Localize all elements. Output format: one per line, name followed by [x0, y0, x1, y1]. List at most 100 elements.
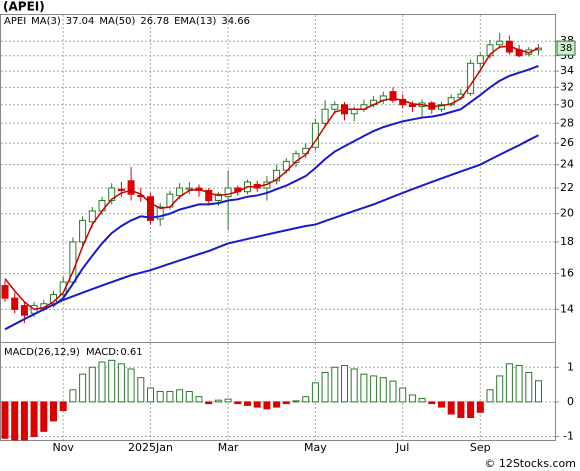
candle-body — [476, 55, 484, 64]
y-tick-label: 14 — [560, 302, 574, 315]
macd-bar — [282, 401, 290, 405]
macd-bar — [185, 391, 193, 403]
legend-name: EMA(13) — [174, 16, 216, 27]
legend-value: 37.04 — [66, 16, 95, 27]
macd-bar — [447, 401, 455, 415]
x-tick-label: Mar — [218, 441, 239, 454]
candle-body — [496, 40, 504, 46]
legend-value: 0.61 — [120, 347, 142, 358]
macd-bar — [408, 394, 416, 403]
candle-body — [88, 210, 96, 223]
macd-bar — [244, 401, 251, 406]
candle-body — [59, 281, 67, 295]
price-tag-box — [556, 40, 576, 56]
legend-value: 34.66 — [221, 16, 250, 27]
credit: © 12Stocks.com — [484, 457, 576, 470]
macd-bar — [370, 375, 378, 403]
macd-bar — [234, 401, 242, 405]
macd-title: MACD(26,12,9) — [4, 347, 80, 358]
macd-bar — [428, 401, 436, 405]
x-tick-label: Jul — [395, 441, 409, 454]
macd-bar — [166, 391, 174, 403]
candle-body — [176, 187, 184, 196]
macd-bar — [263, 401, 271, 410]
macd-bar — [214, 399, 222, 403]
macd-bar — [79, 373, 87, 403]
macd-bar — [50, 401, 57, 422]
y-tick-label: 28 — [560, 116, 574, 129]
macd-bar — [69, 389, 77, 403]
candle-body — [282, 160, 290, 171]
candle-body — [486, 44, 494, 57]
macd-bar — [195, 396, 203, 403]
macd-bar — [535, 380, 542, 403]
macd-bar — [321, 371, 329, 403]
macd-bar — [515, 365, 523, 403]
macd-bar — [302, 396, 310, 403]
macd-bar — [457, 401, 465, 418]
macd-bar — [20, 401, 28, 441]
legend-name: MA(50) — [99, 16, 135, 27]
macd-bar — [1, 401, 9, 439]
candle-body — [408, 104, 416, 108]
macd-bar — [292, 400, 300, 403]
macd-bar — [40, 401, 48, 432]
macd-bar — [467, 401, 475, 418]
candle-body — [127, 180, 135, 195]
macd-bar — [98, 361, 106, 403]
y-tick-label: -1 — [563, 430, 574, 443]
macd-bar — [11, 401, 19, 441]
legend-value: 26.78 — [140, 16, 169, 27]
macd-bar — [505, 363, 513, 403]
x-tick-label: 2025Jan — [128, 441, 173, 454]
candle-body — [156, 206, 164, 220]
macd-bar — [399, 387, 407, 403]
candle-body — [438, 104, 445, 110]
indicator-line — [4, 134, 539, 331]
macd-bar — [137, 377, 145, 403]
macd-bar — [147, 387, 154, 403]
candle-body — [331, 104, 339, 110]
macd-bar — [341, 365, 348, 403]
candle-body — [205, 189, 213, 202]
macd-bar — [59, 401, 67, 412]
chart-title: (APEI) — [3, 0, 45, 14]
y-tick-label: 30 — [560, 98, 574, 111]
price-tag: 38 — [560, 43, 573, 54]
macd-bar — [30, 401, 38, 438]
macd-bar — [205, 401, 213, 405]
y-tick-label: 18 — [560, 235, 574, 248]
macd-bar — [224, 398, 232, 403]
macd-bar — [331, 366, 339, 403]
candle-body — [214, 193, 222, 202]
y-tick-label: 26 — [560, 136, 574, 149]
candle-body — [117, 188, 125, 191]
macd-bar — [438, 401, 445, 408]
y-tick-label: 22 — [560, 181, 574, 194]
candle-body — [389, 91, 397, 101]
candle-body — [11, 297, 19, 310]
macd-bar — [253, 401, 261, 408]
legend-name: MA(3) — [31, 16, 61, 27]
indicator-line — [52, 65, 539, 307]
macd-bar — [350, 368, 358, 403]
macd-bar — [476, 401, 484, 413]
macd-bar — [311, 382, 319, 403]
candle-body — [1, 285, 9, 299]
x-tick-label: May — [304, 441, 327, 454]
macd-bar — [360, 373, 368, 403]
macd-bar — [108, 359, 116, 403]
candle-body — [20, 305, 28, 316]
legend-name: MACD: — [86, 347, 119, 358]
y-tick-label: 1 — [567, 360, 574, 373]
candle-body — [224, 187, 232, 198]
macd-bar — [127, 368, 135, 403]
candle-body — [292, 153, 300, 163]
macd-bar — [486, 389, 494, 403]
candle-body — [147, 196, 154, 221]
y-tick-label: 24 — [560, 158, 574, 171]
macd-bar — [525, 371, 533, 403]
macd-bar — [418, 397, 426, 403]
x-tick-label: Nov — [52, 441, 74, 454]
